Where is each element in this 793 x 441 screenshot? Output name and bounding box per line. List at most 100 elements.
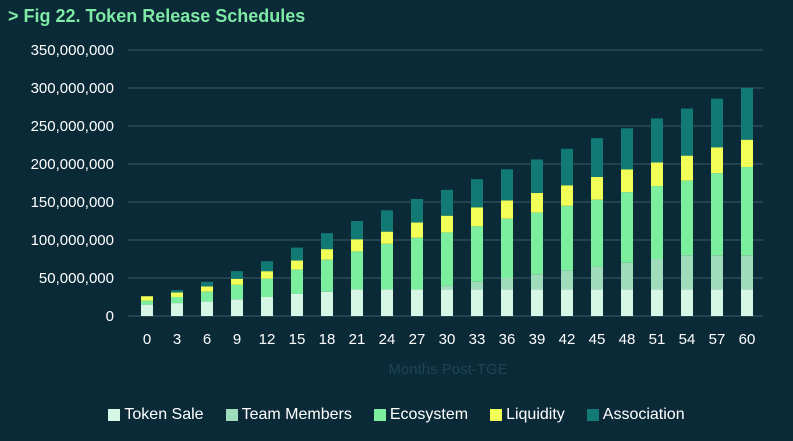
x-tick-label: 21 bbox=[349, 331, 366, 348]
y-tick-label: 50,000,000 bbox=[39, 270, 114, 287]
bar-segment-token-sale bbox=[201, 301, 213, 316]
bar-segment-association bbox=[381, 210, 393, 232]
bar-segment-ecosystem bbox=[321, 259, 333, 292]
bar-segment-token-sale bbox=[621, 289, 633, 316]
y-tick-label: 150,000,000 bbox=[31, 194, 114, 211]
y-tick-label: 350,000,000 bbox=[31, 42, 114, 59]
x-tick-label: 3 bbox=[173, 331, 181, 348]
bar-segment-association bbox=[651, 118, 663, 163]
bar-segment-association bbox=[741, 88, 753, 140]
bar-segment-team-members bbox=[471, 281, 483, 290]
bar-segment-token-sale bbox=[741, 289, 753, 316]
x-tick-label: 51 bbox=[649, 331, 666, 348]
bar-segment-team-members bbox=[741, 255, 753, 290]
bar-segment-ecosystem bbox=[381, 243, 393, 290]
x-tick-label: 33 bbox=[469, 331, 486, 348]
bar-segment-liquidity bbox=[351, 239, 363, 252]
bar-segment-liquidity bbox=[261, 271, 273, 279]
legend-swatch bbox=[373, 409, 386, 421]
bar-segment-liquidity bbox=[561, 185, 573, 206]
bar-segment-liquidity bbox=[291, 260, 303, 270]
x-axis-title: Months Post-TGE bbox=[388, 361, 507, 378]
x-tick-label: 15 bbox=[289, 331, 306, 348]
bar-segment-liquidity bbox=[231, 278, 243, 285]
bar-segment-association bbox=[591, 138, 603, 177]
bar-segment-ecosystem bbox=[651, 186, 663, 259]
bar-segment-token-sale bbox=[171, 303, 183, 316]
bar-segment-liquidity bbox=[621, 169, 633, 193]
y-tick-label: 250,000,000 bbox=[31, 118, 114, 135]
x-tick-label: 57 bbox=[709, 331, 726, 348]
bar-segment-association bbox=[201, 281, 213, 287]
bar-segment-token-sale bbox=[351, 289, 363, 316]
bar-segment-liquidity bbox=[171, 292, 183, 297]
figure-title: > Fig 22. Token Release Schedules bbox=[8, 6, 306, 26]
bar-segment-token-sale bbox=[561, 289, 573, 316]
bars bbox=[141, 88, 753, 316]
bar-segment-liquidity bbox=[681, 155, 693, 181]
bar-segment-token-sale bbox=[441, 289, 453, 316]
x-tick-label: 60 bbox=[739, 331, 756, 348]
legend-item: Ecosystem bbox=[373, 406, 469, 424]
bar-segment-ecosystem bbox=[261, 278, 273, 297]
legend: Token Sale Team Members Ecosystem Liquidity… bbox=[0, 406, 793, 424]
x-tick-label: 18 bbox=[319, 331, 336, 348]
bar-segment-ecosystem bbox=[441, 232, 453, 286]
bar-segment-liquidity bbox=[411, 222, 423, 238]
bar-segment-team-members bbox=[591, 266, 603, 290]
bar-segment-token-sale bbox=[711, 289, 723, 316]
bar-segment-team-members bbox=[561, 270, 573, 290]
legend-swatch bbox=[108, 409, 121, 421]
bar-segment-association bbox=[321, 233, 333, 250]
legend-label: Ecosystem bbox=[389, 406, 469, 423]
legend-item: Token Sale bbox=[108, 406, 204, 424]
bar-segment-ecosystem bbox=[411, 237, 423, 290]
legend-swatch bbox=[586, 409, 599, 421]
legend-item: Association bbox=[586, 406, 685, 424]
bar-segment-liquidity bbox=[711, 147, 723, 174]
bar-segment-association bbox=[531, 159, 543, 193]
bar-segment-token-sale bbox=[411, 289, 423, 316]
legend-item: Liquidity bbox=[490, 406, 565, 424]
bar-segment-ecosystem bbox=[711, 173, 723, 256]
bar-segment-association bbox=[231, 271, 243, 279]
bar-segment-liquidity bbox=[201, 286, 213, 292]
bar-segment-liquidity bbox=[141, 296, 153, 301]
bar-segment-liquidity bbox=[381, 231, 393, 244]
bar-segment-ecosystem bbox=[741, 167, 753, 256]
bar-segment-team-members bbox=[531, 274, 543, 290]
bar-segment-ecosystem bbox=[501, 218, 513, 278]
bar-segment-liquidity bbox=[591, 176, 603, 200]
bar-segment-liquidity bbox=[501, 200, 513, 219]
bar-segment-ecosystem bbox=[201, 291, 213, 302]
bar-segment-team-members bbox=[501, 278, 513, 290]
x-tick-label: 36 bbox=[499, 331, 516, 348]
bar-segment-association bbox=[681, 108, 693, 156]
bar-segment-token-sale bbox=[471, 289, 483, 316]
bar-segment-ecosystem bbox=[621, 192, 633, 263]
bar-segment-team-members bbox=[651, 259, 663, 290]
bar-segment-token-sale bbox=[231, 299, 243, 316]
bar-segment-association bbox=[261, 261, 273, 272]
bar-segment-token-sale bbox=[531, 289, 543, 316]
bar-segment-ecosystem bbox=[231, 284, 243, 300]
y-tick-label: 0 bbox=[106, 308, 114, 325]
bar-segment-association bbox=[471, 179, 483, 208]
x-tick-label: 30 bbox=[439, 331, 456, 348]
bar-segment-ecosystem bbox=[561, 205, 573, 271]
bar-segment-liquidity bbox=[651, 162, 663, 187]
bar-segment-team-members bbox=[681, 255, 693, 290]
bar-segment-association bbox=[351, 221, 363, 240]
x-tick-label: 0 bbox=[143, 331, 151, 348]
bar-segment-token-sale bbox=[261, 297, 273, 316]
bar-segment-team-members bbox=[711, 255, 723, 290]
bar-segment-token-sale bbox=[681, 289, 693, 316]
bar-segment-liquidity bbox=[321, 249, 333, 260]
bar-segment-token-sale bbox=[651, 289, 663, 316]
x-tick-label: 9 bbox=[233, 331, 241, 348]
bar-segment-token-sale bbox=[591, 289, 603, 316]
x-tick-label: 12 bbox=[259, 331, 276, 348]
bar-segment-ecosystem bbox=[291, 269, 303, 294]
bar-segment-token-sale bbox=[501, 289, 513, 316]
legend-swatch bbox=[225, 409, 238, 421]
